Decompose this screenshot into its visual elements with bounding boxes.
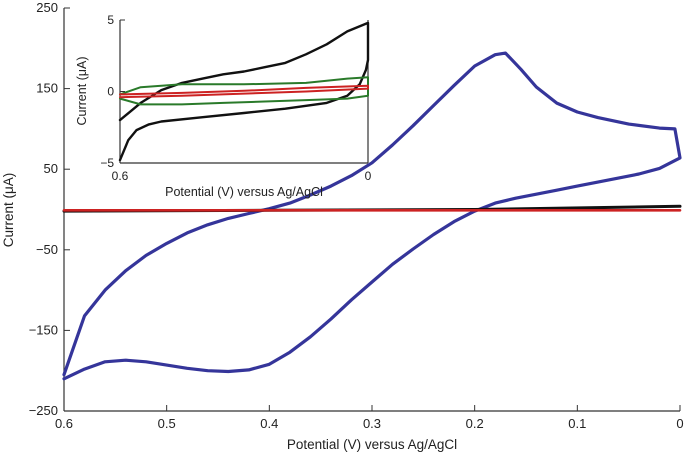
inset-plot: 5 0 −5 0.6 0 Potential (V) versus Ag/AgCl C… [75,13,372,199]
main-x-tick-label: 0.5 [158,416,176,431]
inset-y-tick-label: −5 [100,156,114,170]
inset-x-tick-label: 0.6 [112,169,129,183]
main-x-tick-label: 0.1 [568,416,586,431]
main-y-axis-title: Current (μA) [1,173,16,248]
inset-y-tick-label: 0 [107,85,114,99]
main-y-tick-label: −150 [29,322,58,337]
main-y-tick-label: 150 [36,81,58,96]
inset-x-axis-title: Potential (V) versus Ag/AgCl [165,185,323,199]
main-x-tick-label: 0.2 [466,416,484,431]
main-x-tick-label: 0.4 [260,416,278,431]
main-y-tick-label: 250 [36,0,58,15]
inset-y-ticks: 5 0 −5 [100,13,125,170]
inset-x-tick-label: 0 [365,169,372,183]
main-x-tick-label: 0 [676,416,683,431]
main-x-axis-title: Potential (V) versus Ag/AgCl [287,437,457,452]
main-x-ticks: 0.6 0.5 0.4 0.3 0.2 0.1 0 [55,405,684,431]
inset-series-line-2 [119,76,369,106]
main-series-line-1 [62,51,682,381]
inset-series-line-1 [118,21,370,162]
inset-y-axis-title: Current (μA) [75,56,89,125]
main-y-tick-label: −50 [36,242,58,257]
main-y-tick-label: −250 [29,403,58,418]
main-series-group [62,51,682,381]
inset-series-line-3 [119,84,369,99]
inset-y-tick-label: 5 [107,13,114,27]
inset-series-group [118,21,370,162]
main-x-tick-label: 0.6 [55,416,73,431]
main-y-tick-label: 50 [44,161,58,176]
main-x-tick-label: 0.3 [363,416,381,431]
main-y-ticks: 250 150 50 −50 −150 −250 [29,0,70,418]
